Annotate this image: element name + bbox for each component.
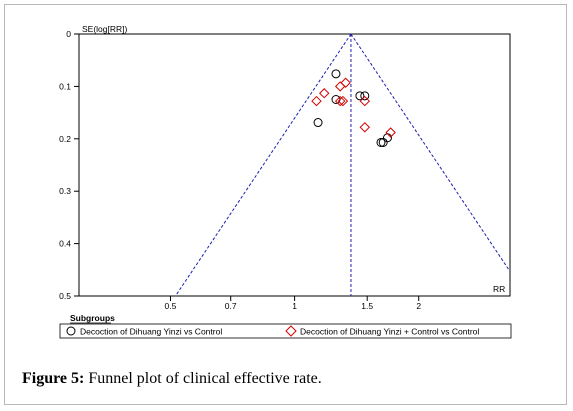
funnel-right-limit [350, 33, 511, 272]
point-circle [313, 118, 323, 128]
x-tick-label: 2 [416, 301, 421, 311]
x-tick-label: 0.7 [225, 301, 237, 311]
point-diamond [337, 95, 349, 107]
funnel-left-limit [175, 33, 352, 297]
point-diamond [359, 122, 370, 133]
y-tick-label: 0 [66, 29, 71, 39]
x-tick-label: 1.5 [361, 301, 373, 311]
legend-circle-marker [66, 326, 76, 336]
point-diamond [334, 81, 346, 92]
caption-label: Figure 5: [22, 370, 85, 387]
y-tick-label: 0.3 [59, 186, 71, 196]
data-points [311, 69, 396, 147]
legend-item-1-label: Decoction of Dihuang Yinzi vs Control [80, 327, 222, 337]
point-diamond [359, 95, 370, 107]
x-tick-label: 1 [292, 301, 297, 311]
point-circle [360, 91, 370, 101]
caption-text: Funnel plot of clinical effective rate. [88, 370, 322, 387]
point-diamond [340, 77, 351, 88]
point-diamond [311, 95, 322, 107]
legend-title: Subgroups [70, 313, 115, 323]
point-circle [355, 91, 365, 101]
point-diamond [334, 95, 346, 107]
point-diamond [319, 88, 330, 99]
legend: Subgroups Decoction of Dihuang Yinzi vs … [59, 313, 512, 339]
legend-item-2-label: Decoction of Dihuang Yinzi + Control vs … [300, 327, 479, 337]
y-tick-label: 0.5 [59, 291, 71, 301]
legend-diamond-marker [285, 325, 297, 337]
plot-area [78, 33, 511, 297]
funnel-lines [175, 33, 511, 297]
y-tick-label: 0.1 [59, 81, 71, 91]
x-tick-label: 0.5 [165, 301, 177, 311]
y-tick-label: 0.2 [59, 134, 71, 144]
figure-caption: Figure 5: Funnel plot of clinical effect… [22, 370, 322, 388]
point-diamond [385, 127, 396, 138]
y-axis-label: SE(log[RR]) [82, 24, 128, 34]
y-tick-label: 0.4 [59, 239, 71, 249]
point-circle [376, 137, 386, 147]
y-ticks: 0 0.1 0.2 0.3 0.4 0.5 [59, 29, 79, 301]
x-axis-label: RR [493, 284, 505, 294]
x-ticks: 0.5 0.7 1 1.5 2 [165, 296, 421, 311]
point-circle [331, 69, 341, 79]
